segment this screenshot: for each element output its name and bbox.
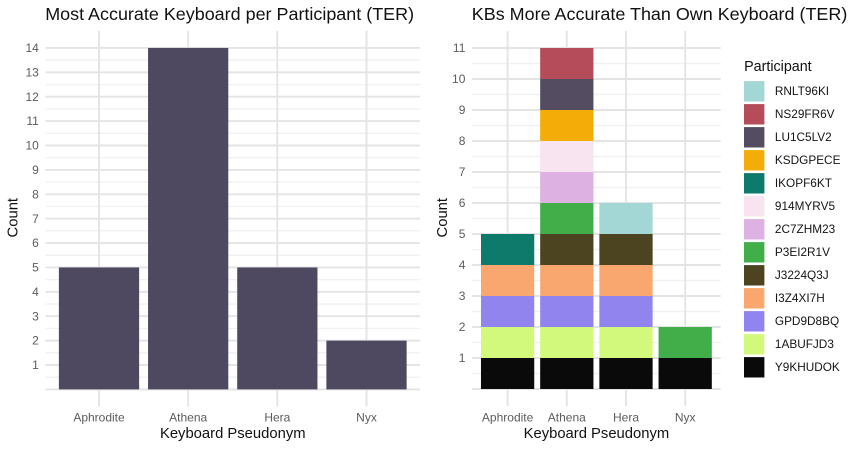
- svg-text:Aphrodite: Aphrodite: [73, 411, 125, 425]
- svg-text:11: 11: [453, 41, 466, 55]
- svg-text:Keyboard Pseudonym: Keyboard Pseudonym: [160, 426, 306, 442]
- svg-text:Count: Count: [5, 198, 21, 238]
- svg-text:GPD9D8BQ: GPD9D8BQ: [775, 314, 839, 328]
- svg-text:Nyx: Nyx: [356, 411, 377, 425]
- svg-text:9: 9: [459, 103, 466, 117]
- svg-text:LU1C5LV2: LU1C5LV2: [775, 130, 832, 144]
- svg-text:1: 1: [32, 358, 39, 372]
- svg-text:Athena: Athena: [548, 411, 586, 425]
- svg-text:Aphrodite: Aphrodite: [482, 411, 534, 425]
- svg-text:6: 6: [459, 196, 466, 210]
- svg-text:14: 14: [25, 41, 39, 55]
- svg-text:12: 12: [25, 90, 39, 104]
- svg-text:5: 5: [459, 227, 466, 241]
- svg-text:914MYRV5: 914MYRV5: [775, 199, 836, 213]
- svg-text:11: 11: [26, 114, 39, 128]
- svg-text:5: 5: [32, 261, 39, 275]
- svg-text:9: 9: [32, 163, 39, 177]
- svg-text:1: 1: [459, 351, 466, 365]
- svg-text:Most Accurate Keyboard per Par: Most Accurate Keyboard per Participant (…: [45, 4, 414, 24]
- svg-text:Count: Count: [435, 198, 451, 238]
- svg-text:3: 3: [32, 309, 39, 323]
- svg-text:KSDGPECE: KSDGPECE: [775, 153, 841, 167]
- svg-text:RNLT96KI: RNLT96KI: [775, 84, 829, 98]
- svg-text:10: 10: [25, 139, 39, 153]
- svg-text:NS29FR6V: NS29FR6V: [775, 107, 835, 121]
- svg-text:Hera: Hera: [613, 411, 639, 425]
- svg-text:Nyx: Nyx: [675, 411, 696, 425]
- svg-text:KBs More Accurate Than Own Key: KBs More Accurate Than Own Keyboard (TER…: [472, 4, 848, 24]
- svg-text:2: 2: [459, 320, 466, 334]
- svg-text:2C7ZHM23: 2C7ZHM23: [775, 222, 836, 236]
- svg-text:Participant: Participant: [744, 59, 812, 75]
- svg-text:I3Z4XI7H: I3Z4XI7H: [775, 291, 825, 305]
- svg-text:Y9KHUDOK: Y9KHUDOK: [775, 360, 840, 374]
- svg-text:13: 13: [25, 65, 39, 79]
- svg-text:4: 4: [32, 285, 39, 299]
- svg-text:7: 7: [32, 212, 39, 226]
- svg-text:3: 3: [459, 289, 466, 303]
- svg-text:J3224Q3J: J3224Q3J: [775, 268, 829, 282]
- svg-text:Keyboard Pseudonym: Keyboard Pseudonym: [524, 426, 670, 442]
- svg-text:10: 10: [452, 72, 466, 86]
- svg-text:6: 6: [32, 236, 39, 250]
- svg-text:P3EI2R1V: P3EI2R1V: [775, 245, 830, 259]
- svg-text:8: 8: [32, 187, 39, 201]
- svg-text:4: 4: [459, 258, 466, 272]
- svg-text:8: 8: [459, 134, 466, 148]
- svg-text:1ABUFJD3: 1ABUFJD3: [775, 337, 834, 351]
- svg-text:IKOPF6KT: IKOPF6KT: [775, 176, 832, 190]
- svg-text:2: 2: [32, 334, 39, 348]
- svg-text:7: 7: [459, 165, 466, 179]
- svg-text:Hera: Hera: [264, 411, 290, 425]
- svg-text:Athena: Athena: [169, 411, 207, 425]
